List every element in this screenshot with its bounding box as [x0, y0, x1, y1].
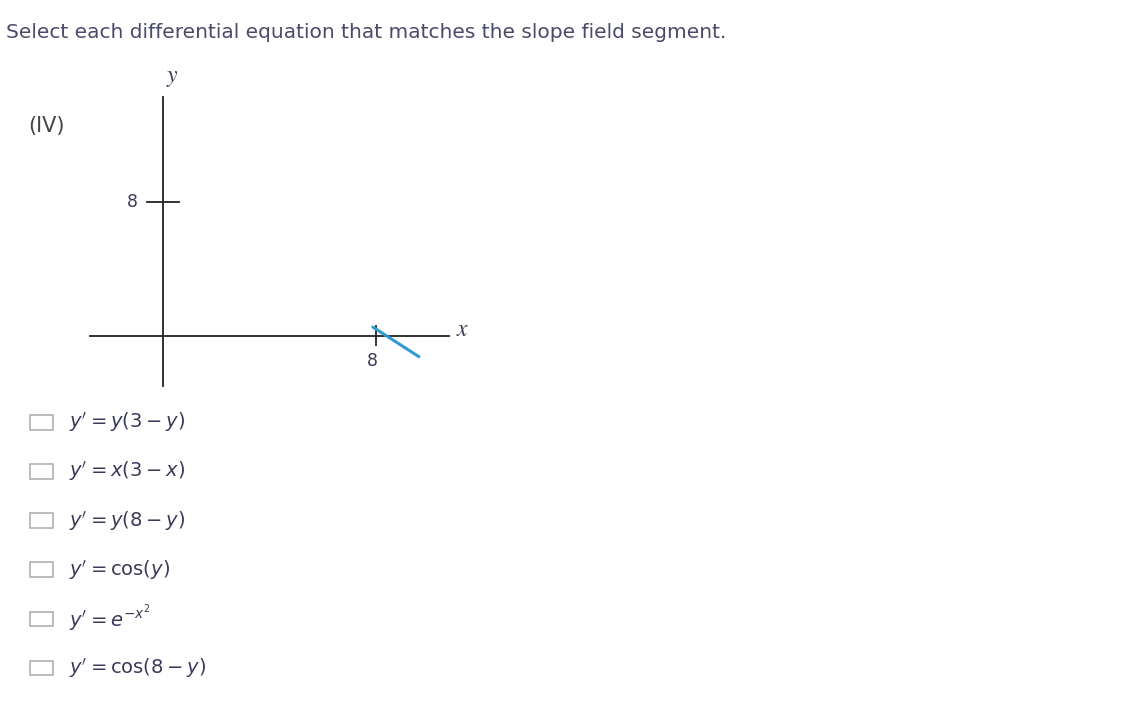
Text: (IV): (IV) — [28, 116, 65, 136]
Text: $y' = e^{-x^2}$: $y' = e^{-x^2}$ — [69, 604, 149, 634]
Bar — [30, 513, 53, 528]
Bar — [30, 612, 53, 626]
Bar — [30, 415, 53, 430]
Text: Select each differential equation that matches the slope field segment.: Select each differential equation that m… — [6, 23, 725, 42]
Text: $y' = \cos(y)$: $y' = \cos(y)$ — [69, 557, 170, 582]
Text: x: x — [457, 318, 467, 342]
Bar — [30, 562, 53, 577]
Text: $y' = x(3 - x)$: $y' = x(3 - x)$ — [69, 459, 184, 484]
Text: $y' = y(8 - y)$: $y' = y(8 - y)$ — [69, 508, 184, 533]
Text: y: y — [166, 64, 177, 87]
Text: $y' = \cos(8 - y)$: $y' = \cos(8 - y)$ — [69, 656, 206, 680]
Bar — [30, 464, 53, 479]
Bar — [30, 661, 53, 675]
Text: 8: 8 — [127, 193, 138, 211]
Text: 8: 8 — [367, 352, 378, 370]
Text: $y' = y(3 - y)$: $y' = y(3 - y)$ — [69, 410, 184, 435]
